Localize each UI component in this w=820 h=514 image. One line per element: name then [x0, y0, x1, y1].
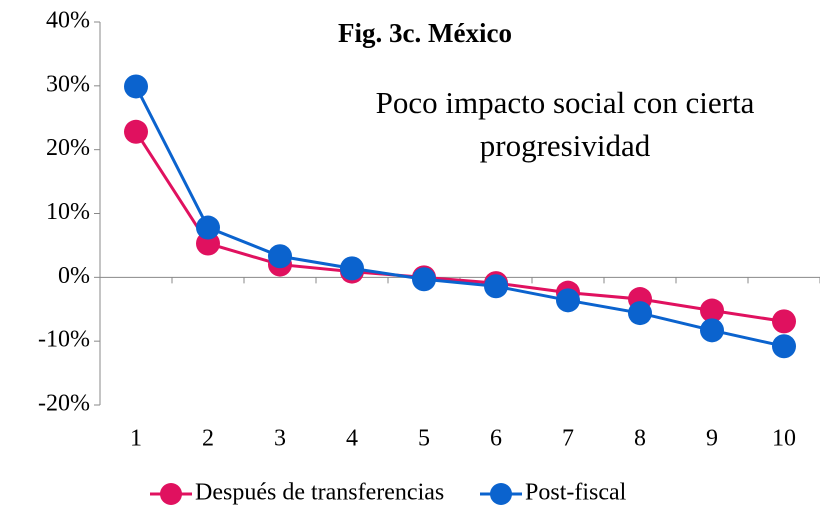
point [628, 301, 652, 326]
x-tick-label: 2 [202, 426, 214, 452]
x-tick-label: 3 [274, 426, 286, 452]
legend-label: Después de transferencias [195, 480, 444, 506]
series-line [134, 85, 785, 348]
x-tick-label: 8 [634, 426, 646, 452]
point [196, 215, 220, 240]
y-tick-label: 20% [46, 135, 90, 161]
y-tick-label: -20% [38, 391, 90, 417]
x-tick-label: 9 [706, 426, 718, 452]
y-tick-label: 10% [46, 199, 90, 225]
x-tick-label: 5 [418, 426, 430, 452]
chart-title: Fig. 3c. México [338, 18, 512, 48]
x-tick-label: 6 [490, 426, 502, 452]
y-tick-label: 0% [58, 263, 90, 289]
point [772, 334, 796, 359]
y-tick-label: 30% [46, 71, 90, 97]
series-line [134, 130, 785, 323]
x-tick-label: 4 [346, 426, 358, 452]
point [340, 256, 364, 281]
legend-marker [490, 483, 512, 505]
annotation: progresividad [480, 128, 651, 163]
point [700, 298, 724, 323]
x-tick-label: 10 [772, 426, 796, 452]
x-tick-label: 7 [562, 426, 574, 452]
point [124, 74, 148, 99]
y-tick-label: -10% [38, 327, 90, 353]
point [700, 318, 724, 343]
point [556, 288, 580, 313]
point [124, 119, 148, 144]
point [412, 267, 436, 292]
point [268, 244, 292, 269]
y-tick-label: 40% [46, 8, 90, 34]
x-tick-label: 1 [130, 426, 142, 452]
point [772, 309, 796, 334]
point [484, 274, 508, 299]
legend-label: Post-fiscal [525, 480, 627, 506]
annotation: Poco impacto social con cierta [376, 85, 755, 120]
legend-marker [160, 483, 182, 505]
